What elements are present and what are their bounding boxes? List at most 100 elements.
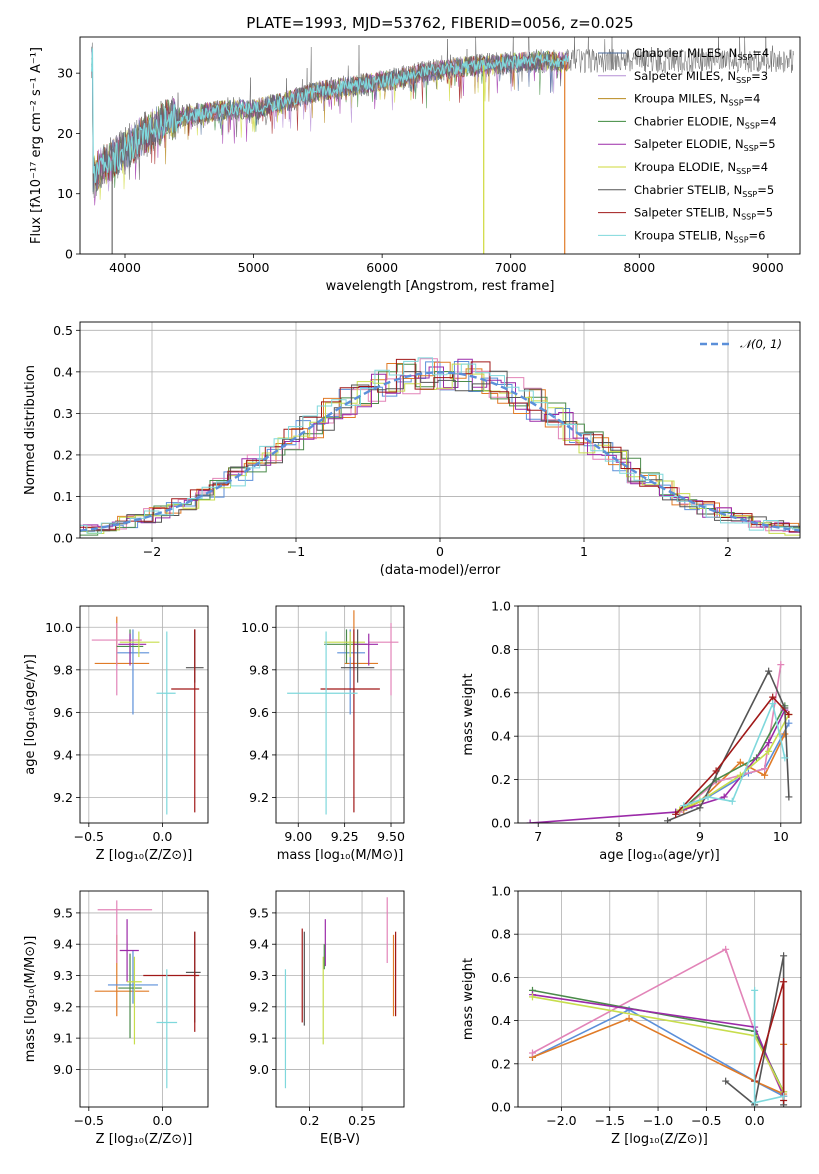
x-tick-label: −0.5 — [74, 829, 104, 844]
legend-suffix: =5 — [757, 183, 774, 197]
x-tick-label: 4000 — [109, 260, 141, 275]
x-tick-label: −1 — [287, 544, 305, 559]
x-tick-label: 0.0 — [745, 1113, 765, 1128]
legend-name: Salpeter STELIB, N — [634, 206, 741, 220]
legend-subscript: SSP — [734, 235, 749, 244]
y-tick-label: 10 — [57, 186, 73, 201]
y-tick-label: 9.1 — [249, 1031, 269, 1046]
x-tick-label: −0.5 — [691, 1113, 721, 1128]
legend-subscript: SSP — [736, 76, 751, 85]
y-tick-label: 9.3 — [53, 968, 73, 983]
legend-name: Chabrier ELODIE, N — [634, 114, 745, 128]
legend-suffix: =5 — [759, 137, 776, 151]
legend-suffix: =5 — [756, 206, 773, 220]
legend-name: Kroupa ELODIE, N — [634, 160, 736, 174]
x-axis-label: Z [log₁₀(Z/Z⊙)] — [96, 848, 193, 863]
y-tick-label: 0.4 — [53, 364, 73, 379]
y-tick-label: 9.0 — [53, 1062, 73, 1077]
legend-label: 𝒩(0, 1) — [740, 337, 782, 351]
y-tick-label: 0 — [65, 247, 73, 262]
x-tick-label: 10 — [773, 829, 789, 844]
y-tick-label: 0.2 — [53, 447, 73, 462]
legend-suffix: =4 — [744, 92, 761, 106]
y-tick-label: 0.0 — [53, 531, 73, 546]
x-axis-label: E(B-V) — [320, 1132, 360, 1147]
x-tick-label: 9.00 — [284, 829, 312, 844]
y-tick-label: 1.0 — [491, 884, 511, 899]
legend-subscript: SSP — [745, 121, 760, 130]
legend-subscript: SSP — [729, 99, 744, 108]
x-tick-label: 9.25 — [331, 829, 359, 844]
y-tick-label: 9.8 — [249, 662, 269, 677]
x-tick-label: 0.0 — [152, 829, 172, 844]
y-tick-label: 9.4 — [249, 747, 269, 762]
y-tick-label: 9.4 — [53, 747, 73, 762]
x-axis-label: age [log₁₀(age/yr)] — [599, 848, 720, 863]
x-tick-label: −2.0 — [546, 1113, 576, 1128]
x-tick-label: 6000 — [366, 260, 398, 275]
y-tick-label: 0.0 — [491, 816, 511, 831]
y-axis-label: mass [log₁₀(M/M⊙)] — [23, 936, 38, 1063]
y-tick-label: 1.0 — [491, 599, 511, 614]
x-tick-label: 8 — [615, 829, 623, 844]
y-tick-label: 9.6 — [53, 705, 73, 720]
x-tick-label: 9000 — [752, 260, 784, 275]
y-tick-label: 0.1 — [53, 489, 73, 504]
y-tick-label: 0.5 — [53, 323, 73, 338]
y-axis-label: mass weight — [461, 958, 476, 1040]
y-axis-label: Normed distribution — [23, 365, 38, 495]
y-tick-label: 0.3 — [53, 406, 73, 421]
legend-suffix: =4 — [751, 160, 768, 174]
y-tick-label: 0.2 — [491, 772, 511, 787]
legend-subscript: SSP — [742, 190, 757, 199]
legend-subscript: SSP — [741, 213, 756, 222]
legend-subscript: SSP — [744, 144, 759, 153]
y-tick-label: 20 — [57, 126, 73, 141]
y-tick-label: 9.4 — [53, 937, 73, 952]
y-tick-label: 9.1 — [53, 1031, 73, 1046]
y-tick-label: 9.0 — [249, 1062, 269, 1077]
figure-title: PLATE=1993, MJD=53762, FIBERID=0056, z=0… — [246, 14, 633, 32]
x-tick-label: 7 — [534, 829, 542, 844]
y-axis-label: mass weight — [461, 673, 476, 755]
x-tick-label: 7000 — [495, 260, 527, 275]
y-tick-label: 0.8 — [491, 927, 511, 942]
y-tick-label: 30 — [57, 66, 73, 81]
legend-suffix: =3 — [751, 69, 768, 83]
y-tick-label: 9.5 — [249, 905, 269, 920]
legend-name: Salpeter ELODIE, N — [634, 137, 744, 151]
legend-suffix: =6 — [749, 228, 766, 242]
y-tick-label: 9.2 — [249, 790, 269, 805]
y-tick-label: 0.6 — [491, 970, 511, 985]
x-tick-label: 0.2 — [300, 1113, 320, 1128]
y-tick-label: 0.4 — [491, 729, 511, 744]
y-tick-label: 9.2 — [53, 999, 73, 1014]
x-tick-label: 5000 — [238, 260, 270, 275]
y-tick-label: 10.0 — [241, 620, 269, 635]
y-tick-label: 0.4 — [491, 1013, 511, 1028]
y-tick-label: 0.0 — [491, 1100, 511, 1115]
y-axis-label: Flux [fλ10⁻¹⁷ erg cm⁻² s⁻¹ A⁻¹] — [29, 47, 44, 244]
y-tick-label: 9.2 — [53, 790, 73, 805]
x-tick-label: 9.50 — [377, 829, 405, 844]
x-tick-label: 1 — [580, 544, 588, 559]
y-tick-label: 9.6 — [249, 705, 269, 720]
x-tick-label: 0 — [436, 544, 444, 559]
legend-subscript: SSP — [737, 53, 752, 62]
y-tick-label: 9.3 — [249, 968, 269, 983]
y-axis-label: age [log₁₀(age/yr)] — [23, 654, 38, 775]
y-tick-label: 9.5 — [53, 905, 73, 920]
x-axis-label: Z [log₁₀(Z/Z⊙)] — [96, 1132, 193, 1147]
y-tick-label: 9.2 — [249, 999, 269, 1014]
legend-name: Chabrier MILES, N — [634, 46, 737, 60]
x-axis-label: Z [log₁₀(Z/Z⊙)] — [611, 1132, 708, 1147]
legend-subscript: SSP — [736, 167, 751, 176]
y-tick-label: 10.0 — [45, 620, 73, 635]
y-tick-label: 9.8 — [53, 662, 73, 677]
x-tick-label: −2 — [143, 544, 161, 559]
x-tick-label: 9 — [696, 829, 704, 844]
x-tick-label: 0.25 — [348, 1113, 376, 1128]
legend-name: Chabrier STELIB, N — [634, 183, 742, 197]
